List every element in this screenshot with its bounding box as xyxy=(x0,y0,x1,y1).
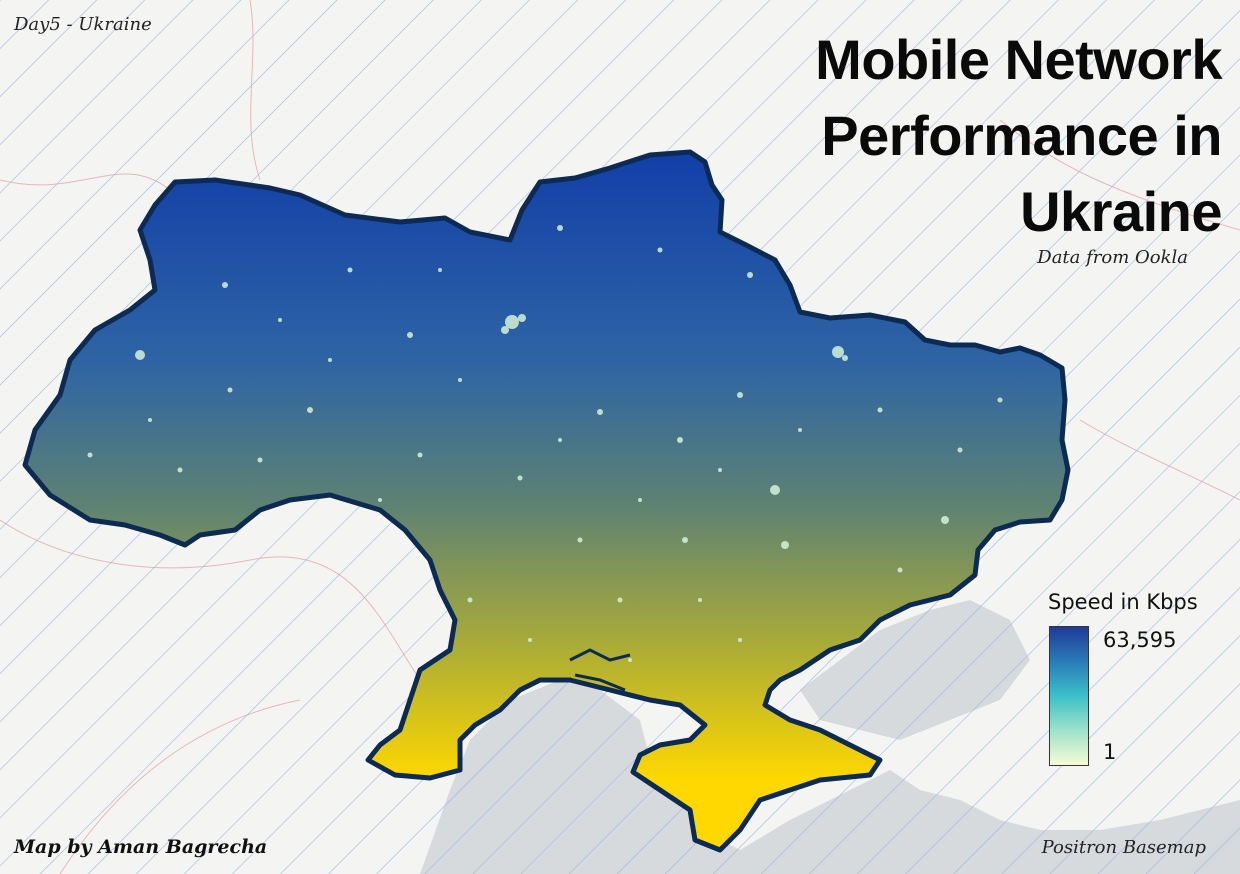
author-credit: Map by Aman Bagrecha xyxy=(14,836,268,858)
map-subtitle: Data from Ookla xyxy=(1037,247,1188,268)
basemap-credit: Positron Basemap xyxy=(1041,837,1206,858)
map-title: Mobile Network Performance in Ukraine xyxy=(815,28,1222,243)
legend-title: Speed in Kbps xyxy=(1048,590,1198,614)
network-speed-points xyxy=(87,225,1003,662)
legend-color-ramp xyxy=(1049,626,1089,766)
legend-min-label: 1 xyxy=(1103,740,1117,764)
ukraine-country xyxy=(22,149,1071,853)
day-tag: Day5 - Ukraine xyxy=(14,14,152,35)
dnipro-estuary xyxy=(569,648,631,692)
legend-max-label: 63,595 xyxy=(1103,628,1177,652)
